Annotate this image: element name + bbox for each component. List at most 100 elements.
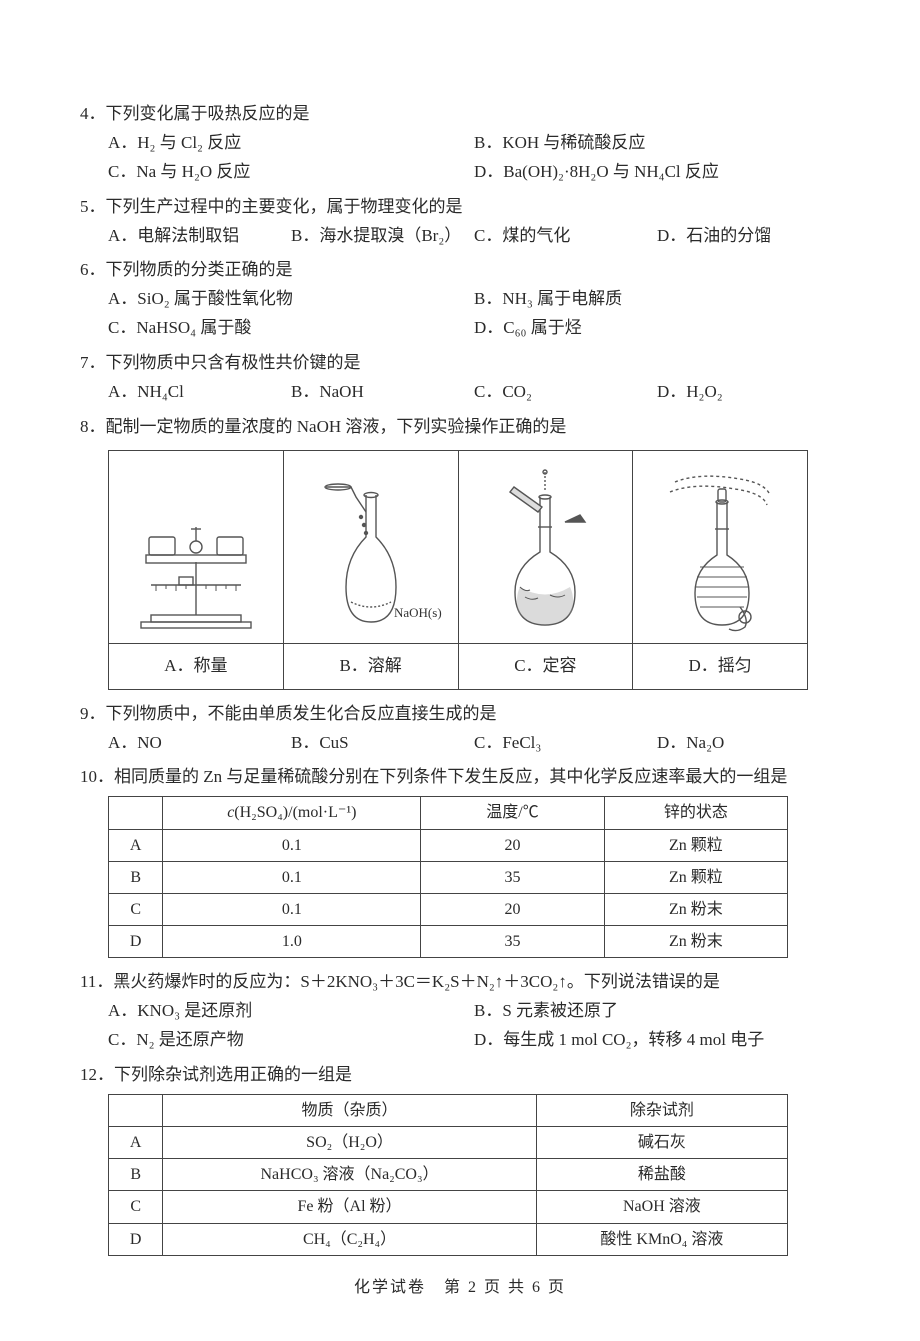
q5-number: 5． bbox=[80, 197, 106, 216]
question-10: 10．相同质量的 Zn 与足量稀硫酸分别在下列条件下发生反应，其中化学反应速率最… bbox=[80, 763, 840, 958]
q5-option-A: A．电解法制取铝 bbox=[108, 222, 291, 251]
q8-label-D: D．摇匀 bbox=[633, 643, 808, 689]
q7-stem: 下列物质中只含有极性共价键的是 bbox=[106, 353, 361, 372]
q10-number: 10． bbox=[80, 767, 114, 786]
q6-option-A: A．SiO₂ 属于酸性氧化物 bbox=[108, 285, 474, 314]
q12-B-1: NaHCO₃ 溶液（Na₂CO₃） bbox=[163, 1159, 536, 1191]
q10-h1-text: (H₂SO₄)/(mol·L⁻¹) bbox=[234, 804, 356, 821]
q10-header-row: c(H₂SO₄)/(mol·L⁻¹) 温度/℃ 锌的状态 bbox=[109, 797, 788, 829]
q12-h2: 除杂试剂 bbox=[536, 1094, 787, 1126]
q10-C-2: 20 bbox=[421, 893, 604, 925]
q10-A-2: 20 bbox=[421, 829, 604, 861]
q12-row-A: A SO₂（H₂O） 碱石灰 bbox=[109, 1127, 788, 1159]
q12-row-B: B NaHCO₃ 溶液（Na₂CO₃） 稀盐酸 bbox=[109, 1159, 788, 1191]
q12-header-row: 物质（杂质） 除杂试剂 bbox=[109, 1094, 788, 1126]
q7-option-B: B．NaOH bbox=[291, 378, 474, 407]
q10-C-0: C bbox=[109, 893, 163, 925]
q11-option-A: A．KNO₃ 是还原剂 bbox=[108, 997, 474, 1026]
q8-number: 8． bbox=[80, 417, 106, 436]
q8-cell-C-image bbox=[458, 450, 633, 643]
volumetric-flask-icon bbox=[470, 467, 620, 637]
q8-image-table: NaOH(s) bbox=[108, 450, 808, 690]
q5-option-C: C．煤的气化 bbox=[474, 222, 657, 251]
q12-D-1: CH₄（C₂H₄） bbox=[163, 1223, 536, 1255]
q12-D-0: D bbox=[109, 1223, 163, 1255]
q9-option-D: D．Na₂O bbox=[657, 729, 840, 758]
q7-number: 7． bbox=[80, 353, 106, 372]
q10-C-1: 0.1 bbox=[163, 893, 421, 925]
question-8: 8．配制一定物质的量浓度的 NaOH 溶液，下列实验操作正确的是 bbox=[80, 413, 840, 690]
q10-row-C: C 0.1 20 Zn 粉末 bbox=[109, 893, 788, 925]
q6-option-C: C．NaHSO₄ 属于酸 bbox=[108, 314, 474, 343]
q9-number: 9． bbox=[80, 704, 106, 723]
q10-B-1: 0.1 bbox=[163, 861, 421, 893]
q10-D-2: 35 bbox=[421, 926, 604, 958]
q10-D-3: Zn 粉末 bbox=[604, 926, 787, 958]
question-4: 4．下列变化属于吸热反应的是 A．H₂ 与 Cl₂ 反应 B．KOH 与稀硫酸反… bbox=[80, 100, 840, 187]
q5-stem: 下列生产过程中的主要变化，属于物理变化的是 bbox=[106, 197, 463, 216]
q12-row-C: C Fe 粉（Al 粉） NaOH 溶液 bbox=[109, 1191, 788, 1223]
q10-h1: c(H₂SO₄)/(mol·L⁻¹) bbox=[163, 797, 421, 829]
q12-D-2: 酸性 KMnO₄ 溶液 bbox=[536, 1223, 787, 1255]
q12-h0 bbox=[109, 1094, 163, 1126]
q11-option-C: C．N₂ 是还原产物 bbox=[108, 1026, 474, 1055]
q10-B-3: Zn 颗粒 bbox=[604, 861, 787, 893]
q8-stem: 配制一定物质的量浓度的 NaOH 溶液，下列实验操作正确的是 bbox=[106, 417, 567, 436]
q10-row-A: A 0.1 20 Zn 颗粒 bbox=[109, 829, 788, 861]
q12-number: 12． bbox=[80, 1065, 114, 1084]
q12-C-2: NaOH 溶液 bbox=[536, 1191, 787, 1223]
q12-A-1: SO₂（H₂O） bbox=[163, 1127, 536, 1159]
q6-option-B: B．NH₃ 属于电解质 bbox=[474, 285, 840, 314]
q5-options: A．电解法制取铝 B．海水提取溴（Br₂） C．煤的气化 D．石油的分馏 bbox=[80, 222, 840, 251]
q12-B-0: B bbox=[109, 1159, 163, 1191]
shake-flask-icon bbox=[645, 467, 795, 637]
q5-option-D: D．石油的分馏 bbox=[657, 222, 840, 251]
question-9: 9．下列物质中，不能由单质发生化合反应直接生成的是 A．NO B．CuS C．F… bbox=[80, 700, 840, 758]
q4-number: 4． bbox=[80, 104, 106, 123]
q12-row-D: D CH₄（C₂H₄） 酸性 KMnO₄ 溶液 bbox=[109, 1223, 788, 1255]
q8-cell-B-image: NaOH(s) bbox=[283, 450, 458, 643]
q4-option-D: D．Ba(OH)₂·8H₂O 与 NH₄Cl 反应 bbox=[474, 158, 840, 187]
question-12: 12．下列除杂试剂选用正确的一组是 物质（杂质） 除杂试剂 A SO₂（H₂O）… bbox=[80, 1061, 840, 1256]
q10-h3: 锌的状态 bbox=[604, 797, 787, 829]
q7-option-D: D．H₂O₂ bbox=[657, 378, 840, 407]
q4-stem: 下列变化属于吸热反应的是 bbox=[106, 104, 310, 123]
q12-C-0: C bbox=[109, 1191, 163, 1223]
q7-options: A．NH₄Cl B．NaOH C．CO₂ D．H₂O₂ bbox=[80, 378, 840, 407]
q8-label-B: B．溶解 bbox=[283, 643, 458, 689]
page-content: 4．下列变化属于吸热反应的是 A．H₂ 与 Cl₂ 反应 B．KOH 与稀硫酸反… bbox=[0, 0, 920, 1341]
q10-table: c(H₂SO₄)/(mol·L⁻¹) 温度/℃ 锌的状态 A 0.1 20 Zn… bbox=[108, 796, 788, 958]
q11-option-B: B．S 元素被还原了 bbox=[474, 997, 840, 1026]
q4-option-C: C．Na 与 H₂O 反应 bbox=[108, 158, 474, 187]
q4-options: A．H₂ 与 Cl₂ 反应 B．KOH 与稀硫酸反应 C．Na 与 H₂O 反应… bbox=[80, 129, 840, 187]
q9-stem: 下列物质中，不能由单质发生化合反应直接生成的是 bbox=[106, 704, 497, 723]
q6-stem: 下列物质的分类正确的是 bbox=[106, 260, 293, 279]
q7-option-C: C．CO₂ bbox=[474, 378, 657, 407]
q12-h1: 物质（杂质） bbox=[163, 1094, 536, 1126]
q10-D-0: D bbox=[109, 926, 163, 958]
q12-B-2: 稀盐酸 bbox=[536, 1159, 787, 1191]
q10-h2: 温度/℃ bbox=[421, 797, 604, 829]
q12-A-2: 碱石灰 bbox=[536, 1127, 787, 1159]
q12-A-0: A bbox=[109, 1127, 163, 1159]
q10-row-D: D 1.0 35 Zn 粉末 bbox=[109, 926, 788, 958]
q7-option-A: A．NH₄Cl bbox=[108, 378, 291, 407]
q11-option-D: D．每生成 1 mol CO₂，转移 4 mol 电子 bbox=[474, 1026, 840, 1055]
q10-h0 bbox=[109, 797, 163, 829]
q6-options: A．SiO₂ 属于酸性氧化物 B．NH₃ 属于电解质 C．NaHSO₄ 属于酸 … bbox=[80, 285, 840, 343]
q10-B-0: B bbox=[109, 861, 163, 893]
q9-option-C: C．FeCl₃ bbox=[474, 729, 657, 758]
q8-cell-A-image bbox=[109, 450, 284, 643]
q11-stem: 黑火药爆炸时的反应为：S＋2KNO₃＋3C＝K₂S＋N₂↑＋3CO₂↑。下列说法… bbox=[113, 972, 719, 991]
q10-row-B: B 0.1 35 Zn 颗粒 bbox=[109, 861, 788, 893]
naoh-label: NaOH(s) bbox=[394, 605, 442, 620]
q10-D-1: 1.0 bbox=[163, 926, 421, 958]
q9-option-A: A．NO bbox=[108, 729, 291, 758]
question-11: 11．黑火药爆炸时的反应为：S＋2KNO₃＋3C＝K₂S＋N₂↑＋3CO₂↑。下… bbox=[80, 968, 840, 1055]
q10-stem: 相同质量的 Zn 与足量稀硫酸分别在下列条件下发生反应，其中化学反应速率最大的一… bbox=[114, 767, 787, 786]
q11-number: 11． bbox=[80, 972, 113, 991]
q12-table: 物质（杂质） 除杂试剂 A SO₂（H₂O） 碱石灰 B NaHCO₃ 溶液（N… bbox=[108, 1094, 788, 1256]
page-footer: 化学试卷 第 2 页 共 6 页 bbox=[80, 1274, 840, 1301]
q10-A-3: Zn 颗粒 bbox=[604, 829, 787, 861]
q6-number: 6． bbox=[80, 260, 106, 279]
